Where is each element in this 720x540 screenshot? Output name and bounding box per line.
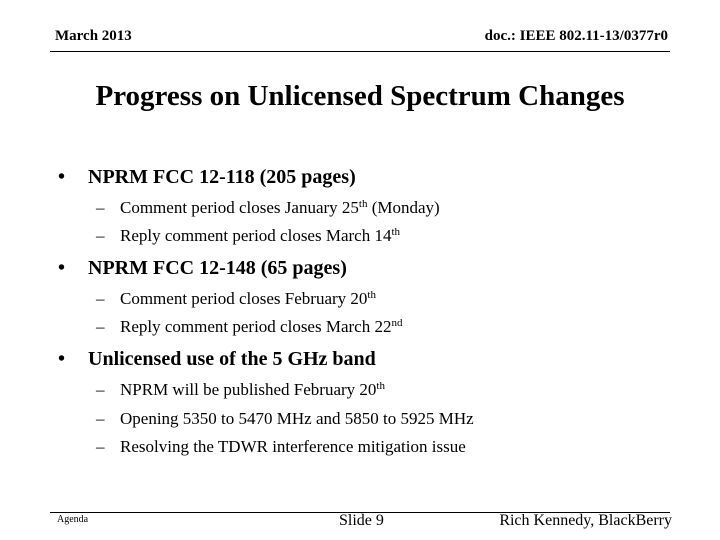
sub-item: – Reply comment period closes March 22nd <box>96 317 402 337</box>
sub-text: Reply comment period closes March 22 <box>120 317 392 336</box>
sub-dash: – <box>96 317 105 336</box>
sub-dash: – <box>96 226 105 245</box>
sub-item: – NPRM will be published February 20th <box>96 380 385 400</box>
bullet-text: NPRM FCC 12-118 (205 pages) <box>88 166 356 188</box>
footer-rule <box>50 512 670 513</box>
bullet-nprm-12-118: • NPRM FCC 12-118 (205 pages) <box>58 166 356 189</box>
footer-author: Rich Kennedy, BlackBerry <box>499 512 672 529</box>
sub-sup: th <box>358 198 368 210</box>
bullet-text: NPRM FCC 12-148 (65 pages) <box>88 257 347 279</box>
bullet-nprm-12-148: • NPRM FCC 12-148 (65 pages) <box>58 257 347 280</box>
header-date: March 2013 <box>55 28 132 44</box>
bullet-5ghz-band: • Unlicensed use of the 5 GHz band <box>58 348 376 371</box>
sub-item: – Resolving the TDWR interference mitigat… <box>96 437 466 457</box>
header-rule <box>50 51 670 52</box>
sub-dash: – <box>96 198 105 217</box>
sub-text: Opening 5350 to 5470 MHz and 5850 to 592… <box>120 409 474 428</box>
sub-text: Comment period closes February 20 <box>120 289 368 308</box>
header-doc-id: doc.: IEEE 802.11-13/0377r0 <box>484 28 668 44</box>
bullet-dot: • <box>58 166 66 188</box>
sub-dash: – <box>96 437 105 456</box>
sub-text: NPRM will be published February 20 <box>120 380 377 399</box>
sub-item: – Comment period closes February 20th <box>96 289 376 309</box>
sub-item: – Comment period closes January 25th (Mon… <box>96 198 440 218</box>
sub-dash: – <box>96 289 105 308</box>
sub-text: Comment period closes January 25 <box>120 198 359 217</box>
sub-text: Reply comment period closes March 14 <box>120 226 392 245</box>
footer-slide-number: Slide 9 <box>339 512 384 529</box>
bullet-dot: • <box>58 257 66 279</box>
bullet-text: Unlicensed use of the 5 GHz band <box>88 348 376 370</box>
sub-sup: th <box>391 226 401 238</box>
bullet-dot: • <box>58 348 66 370</box>
sub-dash: – <box>96 380 105 399</box>
sub-item: – Reply comment period closes March 14th <box>96 226 400 246</box>
sub-text: Resolving the TDWR interference mitigati… <box>120 437 466 456</box>
footer-agenda: Agenda <box>57 514 89 525</box>
sub-after: (Monday) <box>367 198 440 217</box>
sub-item: – Opening 5350 to 5470 MHz and 5850 to 59… <box>96 409 474 429</box>
sub-dash: – <box>96 409 105 428</box>
sub-sup: th <box>367 289 376 301</box>
sub-sup: nd <box>391 317 403 329</box>
sub-sup: th <box>376 380 385 392</box>
slide-title: Progress on Unlicensed Spectrum Changes <box>95 80 625 112</box>
